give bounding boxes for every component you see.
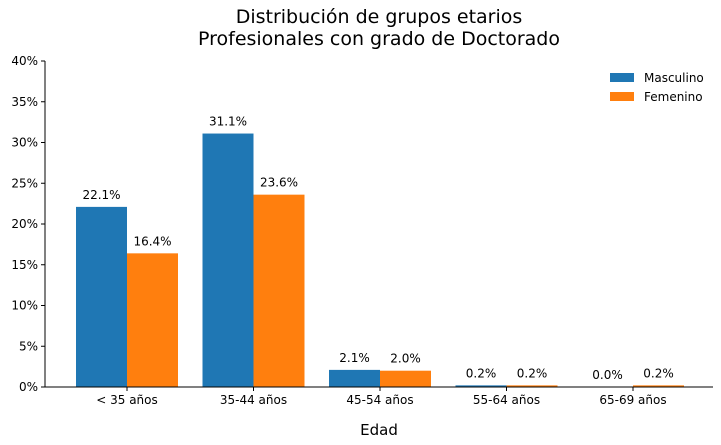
data-label-femenino: 2.0% — [390, 352, 421, 366]
legend-swatch-femenino — [610, 92, 634, 101]
legend-swatch-masculino — [610, 73, 634, 82]
chart-title-line-1: Distribución de grupos etarios — [236, 6, 523, 28]
bar-masculino — [202, 133, 254, 387]
x-tick-label: 35-44 años — [220, 393, 287, 407]
bar-femenino — [380, 370, 431, 387]
bar-femenino — [127, 253, 178, 387]
data-label-masculino: 0.0% — [592, 368, 623, 382]
data-label-masculino: 31.1% — [209, 115, 247, 129]
x-tick-label: 65-69 años — [599, 393, 666, 407]
data-label-femenino: 0.2% — [517, 366, 548, 380]
legend-label-masculino: Masculino — [644, 71, 704, 85]
y-tick-label: 20% — [11, 217, 38, 231]
data-label-femenino: 0.2% — [643, 366, 674, 380]
bar-masculino — [76, 206, 127, 387]
x-tick-label: < 35 años — [96, 393, 158, 407]
chart-title-line-2: Profesionales con grado de Doctorado — [198, 28, 560, 50]
bar-masculino — [329, 369, 380, 387]
legend-label-femenino: Femenino — [644, 90, 703, 104]
bar-femenino — [253, 194, 305, 387]
data-label-masculino: 2.1% — [339, 351, 370, 365]
data-label-masculino: 0.2% — [466, 366, 497, 380]
bar-masculino — [455, 385, 507, 387]
bar-femenino — [506, 385, 558, 387]
y-tick-label: 25% — [11, 176, 38, 190]
y-tick-label: 10% — [11, 299, 38, 313]
x-tick-label: 45-54 años — [346, 393, 413, 407]
y-tick-label: 5% — [19, 339, 38, 353]
bar-femenino — [633, 385, 684, 387]
legend: Masculino Femenino — [610, 71, 704, 104]
plot-area: 0% 5% 10% 15% 20% 25% 30% 35% 40% < 35 años 35-44 … — [11, 54, 684, 407]
data-label-femenino: 16.4% — [133, 234, 171, 248]
y-tick-label: 0% — [19, 380, 38, 394]
y-tick-label: 35% — [11, 95, 38, 109]
data-label-masculino: 22.1% — [82, 188, 120, 202]
data-label-femenino: 23.6% — [260, 176, 298, 190]
y-tick-label: 30% — [11, 136, 38, 150]
x-axis-label: Edad — [360, 421, 398, 439]
y-tick-label: 40% — [11, 54, 38, 68]
x-tick-label: 55-64 años — [473, 393, 540, 407]
y-tick-label: 15% — [11, 258, 38, 272]
